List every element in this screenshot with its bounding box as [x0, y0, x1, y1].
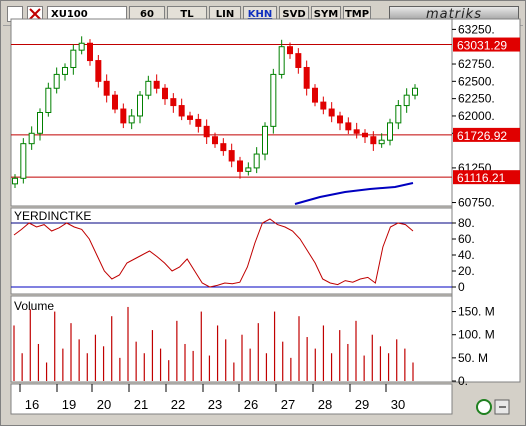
volume-tick-label: 50. M: [458, 351, 488, 365]
candle-body: [362, 132, 368, 138]
candle-body: [253, 153, 260, 169]
candle-body: [345, 122, 352, 131]
volume-title: Volume: [14, 299, 54, 313]
indicator-panel[interactable]: [10, 207, 453, 295]
candle-body: [20, 143, 27, 179]
volume-panel[interactable]: [10, 295, 453, 383]
date-label: 20: [97, 397, 111, 412]
price-tick-label: 62250.: [458, 92, 495, 106]
candle-body: [303, 66, 310, 89]
candle-body: [95, 60, 102, 82]
candle-body: [28, 132, 35, 145]
x-axis-area: [10, 383, 453, 415]
candle-body: [237, 160, 243, 172]
candle-body: [178, 105, 185, 117]
candle-body: [195, 118, 202, 127]
volume-tick-label: 0.: [458, 374, 468, 388]
date-label: 26: [244, 397, 258, 412]
level-badge: [453, 170, 520, 185]
price-tick-label: 63250.: [458, 22, 495, 36]
candle-body: [203, 125, 210, 138]
candle-body: [387, 122, 393, 141]
date-label: 30: [391, 397, 405, 412]
price-tick-label: 62500.: [458, 74, 495, 88]
candle-body: [312, 87, 318, 103]
level-badge: [453, 127, 520, 142]
volume-tick-label: 150. M: [458, 305, 495, 319]
candle-body: [270, 73, 277, 127]
candle-body: [320, 101, 327, 110]
candle-body: [287, 46, 293, 55]
candle-body: [170, 98, 177, 107]
candle-body: [37, 112, 43, 134]
price-tick-label: 62750.: [458, 57, 495, 71]
candle-body: [78, 42, 85, 51]
date-label: 23: [208, 397, 222, 412]
moving-average-line: [294, 182, 414, 205]
candle-body: [45, 87, 52, 114]
date-label: 27: [281, 397, 295, 412]
candle-body: [403, 94, 410, 107]
indicator-title: YERDINCTKE: [14, 209, 91, 223]
candle-body: [153, 80, 160, 89]
candle-body: [337, 115, 343, 124]
level-badge: [453, 37, 520, 52]
candle-body: [370, 136, 377, 145]
price-tick-label: 62000.: [458, 109, 495, 123]
date-label: 22: [171, 397, 185, 412]
volume-tick-label: 100. M: [458, 328, 495, 342]
indicator-line: [13, 218, 414, 288]
candle-body: [62, 66, 68, 75]
candle-body: [412, 87, 418, 96]
candle-body: [220, 143, 227, 152]
date-label: 21: [134, 397, 148, 412]
level-label: 61116.21: [457, 171, 506, 185]
indicator-tick-label: 0: [458, 280, 465, 294]
date-label: 19: [62, 397, 76, 412]
candle-body: [353, 129, 360, 134]
date-label: 16: [25, 397, 39, 412]
candle-body: [278, 46, 285, 75]
level-label: 63031.29: [457, 39, 507, 53]
candle-body: [112, 94, 118, 110]
date-label: 28: [318, 397, 332, 412]
indicator-tick-label: 60.: [458, 232, 475, 246]
candle-body: [120, 108, 127, 124]
candle-body: [103, 80, 110, 96]
close-icon[interactable]: [27, 6, 43, 22]
indicator-tick-label: 20.: [458, 264, 475, 278]
date-label: 29: [355, 397, 369, 412]
refresh-icon[interactable]: [476, 399, 492, 415]
candle-body: [162, 87, 168, 100]
candle-body: [70, 49, 77, 68]
candle-body: [328, 108, 335, 117]
candle-body: [128, 115, 135, 124]
indicator-tick-label: 40.: [458, 248, 475, 262]
candle-body: [245, 167, 252, 172]
candle-body: [12, 177, 18, 185]
candle-body: [395, 105, 402, 124]
candle-body: [262, 125, 268, 155]
indicator-tick-label: 80.: [458, 216, 475, 230]
candle-body: [53, 73, 60, 89]
candle-body: [187, 115, 193, 120]
candle-body: [87, 42, 93, 62]
candle-body: [212, 136, 218, 145]
candle-body: [378, 139, 385, 145]
y-axis-area: [451, 18, 521, 383]
candle-body: [145, 80, 152, 96]
price-panel[interactable]: [10, 18, 453, 207]
price-tick-label: 60750.: [458, 196, 495, 210]
level-label: 61726.92: [457, 129, 507, 143]
candle-body: [228, 150, 235, 162]
candle-body: [137, 94, 143, 117]
candle-body: [295, 53, 302, 68]
